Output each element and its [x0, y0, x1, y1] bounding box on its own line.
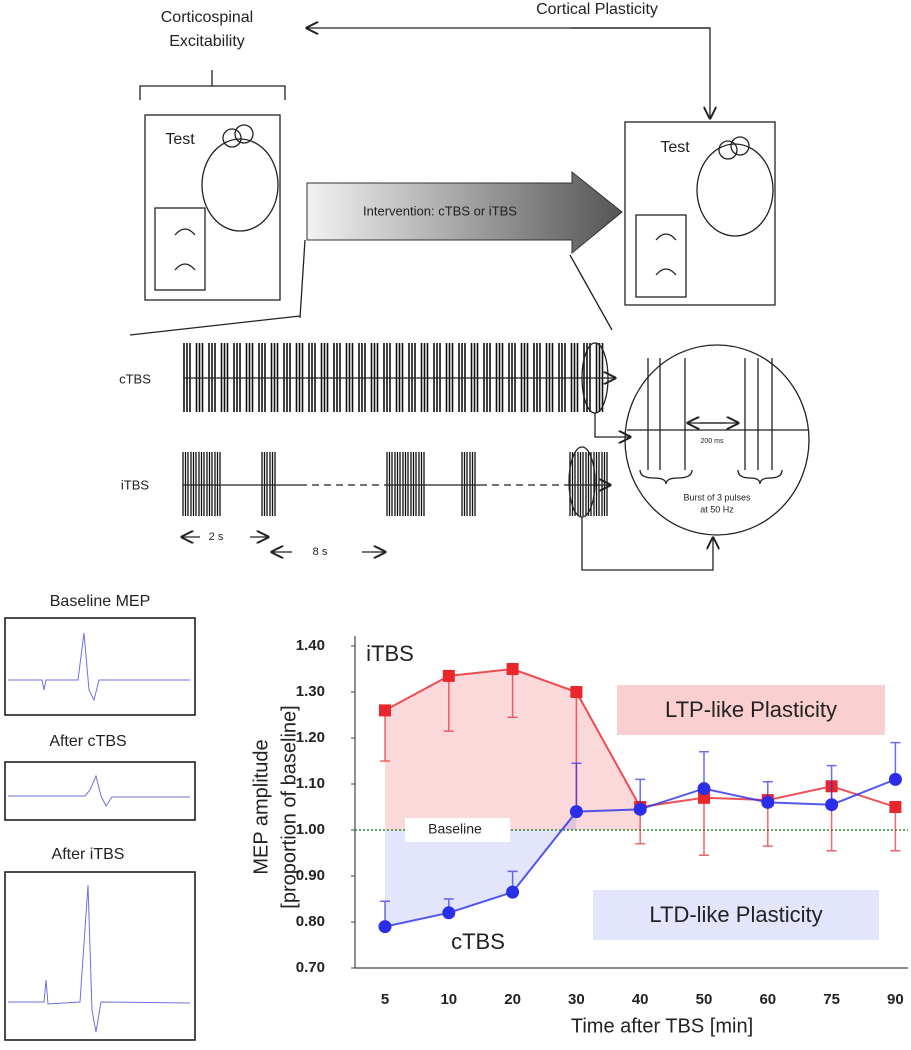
- chart: LTP-like Plasticity LTD-like Plasticity 0.…: [250, 636, 908, 1037]
- y-tick-label: 1.30: [296, 683, 325, 700]
- marker: [633, 802, 647, 816]
- x-tick-label: 60: [759, 991, 776, 1008]
- series-label: iTBS: [366, 641, 414, 666]
- test-box: [144, 114, 281, 301]
- emg-box: [154, 207, 206, 291]
- y-tick-label: 1.10: [296, 775, 325, 792]
- baseline-label: Baseline: [428, 821, 482, 837]
- connector: [581, 517, 713, 571]
- marker: [378, 920, 392, 934]
- marker: [570, 686, 583, 698]
- connector: [129, 239, 613, 336]
- marker: [506, 885, 520, 899]
- error-bar: [443, 675, 454, 732]
- label: Test: [165, 131, 195, 148]
- x-tick-label: 40: [632, 991, 649, 1008]
- x-tick-label: 50: [696, 991, 713, 1008]
- pulse-trains: [182, 343, 608, 516]
- hand: [174, 228, 196, 271]
- test-box: [624, 121, 776, 306]
- label: 200 ms: [701, 438, 724, 445]
- zoom-circle: [624, 344, 810, 536]
- brace: [639, 469, 783, 485]
- coil: [234, 124, 254, 144]
- coil: [718, 140, 738, 160]
- y-axis-label: MEP amplitude: [250, 739, 272, 874]
- head: [696, 143, 774, 237]
- bracket: [139, 70, 286, 100]
- marker: [569, 805, 583, 819]
- y-tick-label: 0.80: [296, 913, 325, 930]
- hand: [655, 233, 677, 276]
- marker: [698, 791, 710, 804]
- y-tick-label: 0.70: [296, 959, 325, 976]
- x-tick-label: 30: [568, 991, 585, 1008]
- error-bar: [826, 764, 837, 805]
- marker: [442, 906, 456, 920]
- baseline-label-bg: [405, 818, 510, 842]
- label: Test: [660, 139, 690, 156]
- annotation: LTP-like Plasticity: [665, 697, 837, 722]
- y-axis-label: [proportion of baseline]: [278, 705, 300, 908]
- coil: [730, 136, 750, 156]
- marker: [442, 669, 455, 682]
- panel-title: After iTBS: [52, 846, 125, 863]
- marker: [379, 704, 391, 717]
- marker: [506, 663, 519, 675]
- y-tick-label: 1.20: [296, 729, 325, 746]
- intervention-arrow: [306, 170, 623, 255]
- error-bar: [380, 710, 390, 762]
- panel: [4, 871, 196, 1041]
- panel-title: Baseline MEP: [50, 593, 151, 610]
- trace: [8, 774, 190, 807]
- x-tick-label: 20: [504, 991, 521, 1008]
- coil: [222, 128, 242, 148]
- marker: [825, 798, 839, 812]
- x-tick-label: 5: [381, 991, 389, 1008]
- label: 2 s: [209, 531, 224, 543]
- marker: [761, 795, 775, 809]
- panel-title: After cTBS: [49, 733, 126, 750]
- label: at 50 Hz: [700, 504, 734, 514]
- label: iTBS: [121, 477, 150, 492]
- arrow: [570, 27, 710, 118]
- y-tick-label: 1.40: [296, 637, 325, 654]
- label: Corticospinal: [161, 9, 253, 26]
- label: Intervention: cTBS or iTBS: [363, 203, 517, 218]
- x-tick-label: 10: [440, 991, 457, 1008]
- head: [201, 138, 279, 232]
- x-tick-label: 75: [823, 991, 840, 1008]
- marker: [889, 801, 902, 813]
- series-label: cTBS: [451, 929, 505, 954]
- trace: [8, 632, 190, 702]
- label: cTBS: [119, 371, 151, 386]
- label: Cortical Plasticity: [536, 1, 658, 18]
- y-tick-label: 0.90: [296, 867, 325, 884]
- label: 8 s: [313, 546, 328, 558]
- label: Burst of 3 pulses: [683, 492, 751, 502]
- burst-detail: [627, 358, 808, 470]
- trace: [8, 884, 191, 1033]
- annotation: LTD-like Plasticity: [649, 902, 822, 927]
- x-axis-label: Time after TBS [min]: [571, 1015, 753, 1037]
- panel: [4, 761, 196, 821]
- emg-box: [635, 214, 687, 298]
- annotation-box: [617, 685, 885, 735]
- error-bar: [890, 807, 901, 852]
- annotation-box: [593, 890, 879, 940]
- error-bar: [507, 669, 518, 719]
- error-bar: [571, 762, 582, 812]
- error-bar: [699, 797, 709, 857]
- marker: [888, 772, 902, 786]
- panel: [4, 617, 196, 716]
- marker: [697, 782, 711, 796]
- label: Excitability: [169, 33, 245, 50]
- y-tick-label: 1.00: [296, 821, 325, 838]
- connector: [594, 413, 630, 437]
- x-tick-label: 90: [887, 991, 904, 1008]
